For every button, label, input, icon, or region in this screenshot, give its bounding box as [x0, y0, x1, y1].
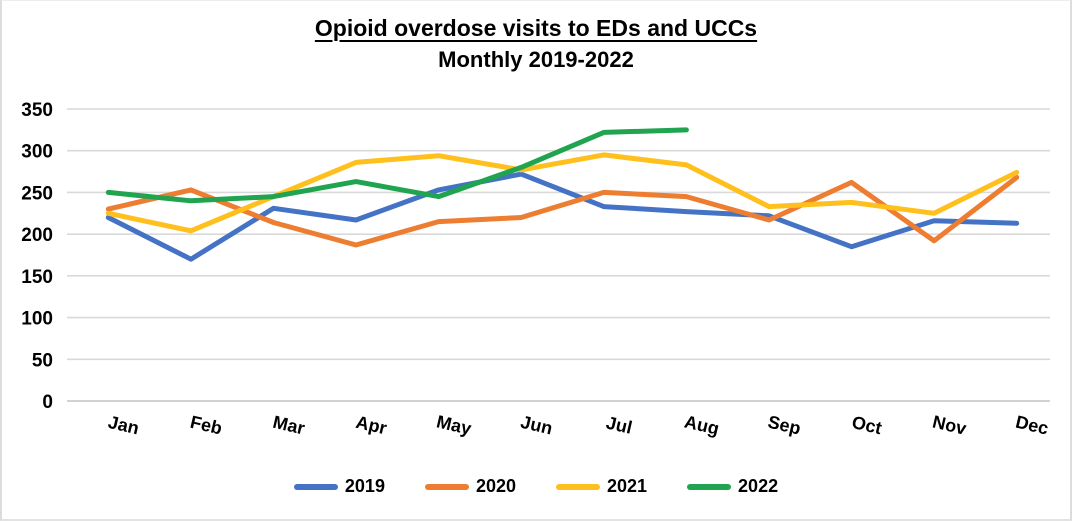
legend-item-2019: 2019 [293, 476, 385, 497]
y-axis-tick-label: 300 [21, 142, 53, 163]
x-axis-label-dec: Dec [1014, 412, 1051, 439]
legend-swatch-2021 [556, 483, 600, 490]
legend-label-2021: 2021 [607, 476, 648, 496]
x-axis-label-nov: Nov [931, 412, 969, 439]
y-axis-tick-label: 0 [42, 392, 53, 413]
x-axis-label-jul: Jul [604, 412, 634, 437]
chart-legend: 2019 2020 2021 2022 [2, 476, 1070, 497]
x-axis-label-jan: Jan [106, 412, 141, 438]
legend-label-2019: 2019 [344, 476, 385, 496]
series-line-2022 [105, 127, 689, 204]
x-axis-label-may: May [435, 411, 474, 438]
x-axis-label-aug: Aug [682, 411, 721, 438]
legend-swatch-2020 [424, 483, 469, 490]
legend-item-2022: 2022 [687, 476, 778, 497]
x-axis-label-jun: Jun [519, 412, 555, 439]
x-axis-label-sep: Sep [766, 412, 803, 439]
y-axis-tick-label: 100 [21, 309, 53, 330]
y-axis-tick-label: 50 [32, 350, 53, 371]
series-line-2020 [105, 174, 1020, 248]
legend-item-2021: 2021 [556, 476, 647, 497]
legend-item-2020: 2020 [424, 476, 516, 497]
y-axis-tick-label: 350 [21, 100, 53, 121]
x-axis-label-oct: Oct [850, 412, 884, 438]
y-axis-tick-label: 150 [21, 267, 53, 288]
legend-swatch-2019 [293, 483, 338, 490]
legend-label-2020: 2020 [475, 476, 516, 496]
x-axis-label-feb: Feb [188, 412, 224, 439]
legend-label-2022: 2022 [738, 476, 779, 496]
legend-swatch-2022 [687, 483, 732, 490]
x-axis-label-apr: Apr [354, 412, 389, 438]
chart-title: Opioid overdose visits to EDs and UCCs [314, 15, 758, 41]
y-axis-tick-label: 250 [21, 183, 53, 204]
chart-subtitle: Monthly 2019-2022 [438, 47, 634, 72]
x-axis-label-mar: Mar [271, 412, 307, 439]
y-axis-tick-label: 200 [21, 225, 53, 246]
series-line-2021 [105, 152, 1020, 234]
series-line-2019 [105, 171, 1020, 262]
title-block: Opioid overdose visits to EDs and UCCs M… [2, 15, 1070, 73]
